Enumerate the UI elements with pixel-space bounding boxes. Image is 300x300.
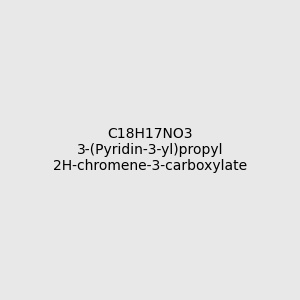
Text: C18H17NO3
3-(Pyridin-3-yl)propyl
2H-chromene-3-carboxylate: C18H17NO3 3-(Pyridin-3-yl)propyl 2H-chro… — [53, 127, 247, 173]
